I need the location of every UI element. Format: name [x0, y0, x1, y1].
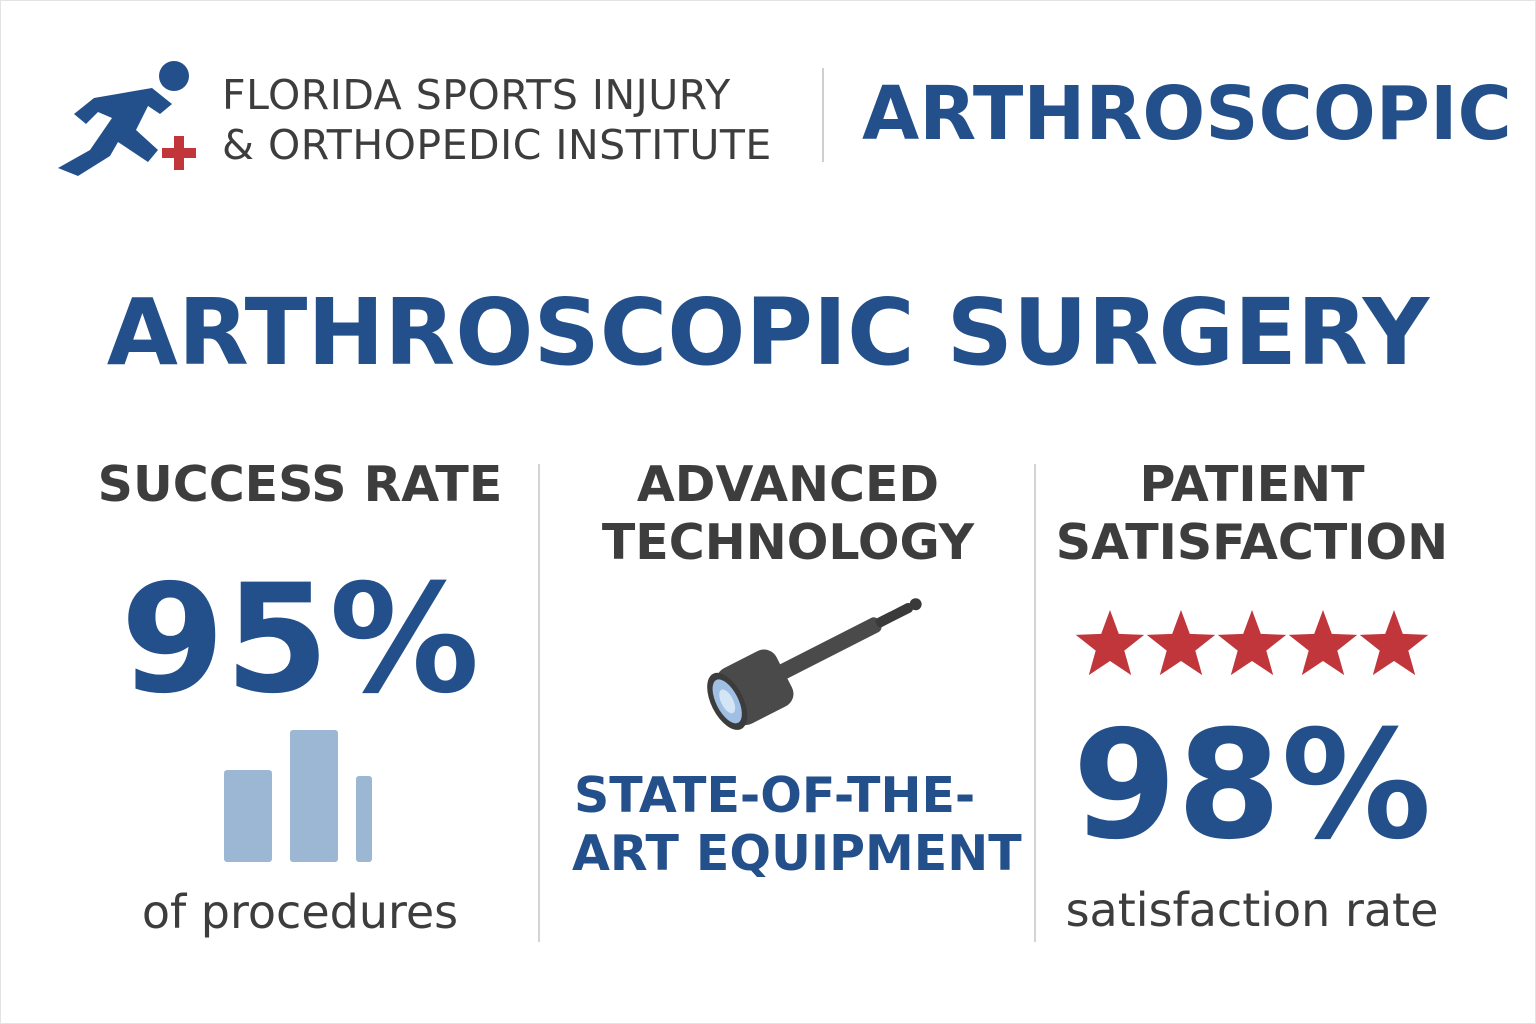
satisfaction-caption: satisfaction rate	[1065, 883, 1439, 937]
success-rate-heading: SUCCESS RATE	[97, 456, 503, 513]
technology-heading-line1: ADVANCED	[636, 456, 940, 513]
column-divider-2	[1034, 464, 1036, 942]
star-icon	[1359, 610, 1429, 676]
runner-with-medical-cross-icon	[58, 61, 196, 176]
star-icon	[1217, 610, 1287, 676]
star-icon	[1288, 610, 1358, 676]
satisfaction-column: PATIENT SATISFACTION	[1002, 450, 1502, 572]
technology-heading-line2: TECHNOLOGY	[601, 514, 975, 571]
header-divider	[822, 68, 824, 162]
success-rate-caption: of procedures	[141, 885, 459, 939]
org-name-line2: & ORTHOPEDIC INSTITUTE	[222, 121, 772, 169]
satisfaction-heading-line1: PATIENT	[1139, 456, 1365, 513]
equipment-caption-line1: STATE-OF-THE-	[574, 767, 976, 824]
five-star-rating	[1075, 610, 1429, 676]
technology-column: ADVANCED TECHNOLOGY	[540, 450, 1036, 572]
header-title: ARTHROSCOPIC	[862, 71, 1512, 157]
star-icon	[1146, 610, 1216, 676]
organization-name: FLORIDA SPORTS INJURY & ORTHOPEDIC INSTI…	[222, 70, 772, 170]
equipment-caption-line2: ART EQUIPMENT	[572, 825, 1022, 882]
org-name-line1: FLORIDA SPORTS INJURY	[222, 71, 731, 119]
star-icon	[1075, 610, 1145, 676]
satisfaction-heading-line2: SATISFACTION	[1055, 514, 1449, 571]
success-rate-column: SUCCESS RATE	[60, 450, 540, 514]
satisfaction-value: 98%	[1072, 699, 1432, 873]
success-rate-value: 95%	[120, 553, 480, 727]
column-divider-1	[538, 464, 540, 942]
bar-chart-icon	[224, 730, 372, 862]
main-title: ARTHROSCOPIC SURGERY	[106, 279, 1430, 386]
arthroscope-icon	[707, 598, 922, 730]
